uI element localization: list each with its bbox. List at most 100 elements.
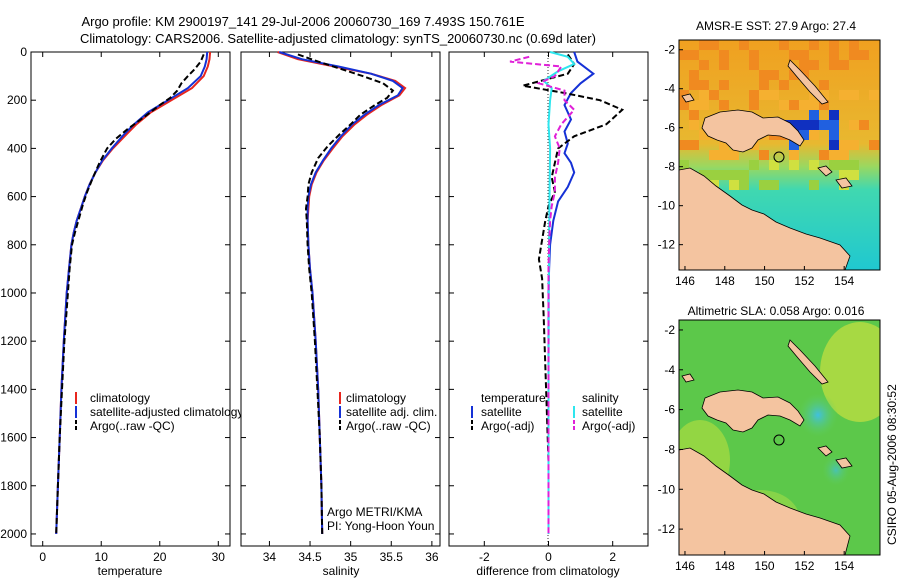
salinity-ticks: 34 34.5 35 35.5 36 (241, 51, 440, 564)
difference-ticks: -2 0 2 (449, 51, 648, 564)
temperature-axes-frame (30, 51, 231, 547)
sst-pixel (819, 150, 829, 160)
legend-label-sal-argo: Argo(-adj) (582, 419, 635, 433)
sst-pixel (809, 120, 819, 130)
map-y-tick-label: -2 (664, 323, 675, 337)
argo-center-credit: Argo METRI/KMA (327, 505, 422, 519)
sla-land-new-ireland (787, 339, 829, 385)
figure-title-line1: Argo profile: KM 2900197_141 29-Jul-2006… (81, 14, 524, 29)
sla-high-anomaly (820, 322, 880, 422)
sla-map-frame (678, 319, 881, 556)
sst-pixel (719, 100, 729, 110)
map-y-tick-label: -2 (664, 43, 675, 57)
sst-pixel (809, 130, 819, 140)
series-argo-raw-qc (55, 54, 205, 535)
sst-pixel (869, 140, 879, 150)
map-x-tick-label: 154 (834, 559, 854, 573)
map-y-tick-label: -8 (664, 160, 675, 174)
sst-pixel (749, 90, 759, 100)
map-x-tick-label: 152 (794, 559, 814, 573)
y-tick-label: 200 (7, 93, 27, 107)
csiro-timestamp: CSIRO 05-Aug-2006 08:30:52 (885, 384, 899, 545)
sst-pixel (779, 80, 789, 90)
map-x-tick-label: 146 (675, 274, 695, 288)
sst-pixel (699, 80, 709, 90)
difference-panel: -2 0 2 difference from climatology tempera… (448, 51, 649, 578)
sst-pixel (759, 80, 769, 90)
sst-pixel (699, 100, 709, 110)
sst-pixel (739, 180, 749, 190)
series-temperature-argo-adj (522, 53, 625, 534)
sst-pixel (799, 60, 809, 70)
sst-land-new-ireland (787, 59, 829, 105)
sst-pixel (799, 100, 809, 110)
salinity-series (277, 51, 407, 535)
sst-pixel (719, 140, 729, 150)
sla-land-png-mainland (679, 447, 851, 555)
y-tick-label: 1600 (0, 431, 27, 445)
map-y-tick-label: -4 (664, 363, 675, 377)
sst-pixel (869, 90, 879, 100)
sst-pixel (679, 50, 689, 60)
y-tick-label: 1200 (0, 334, 27, 348)
sst-pixel (859, 120, 869, 130)
sst-pixel (709, 40, 719, 50)
sst-pixel (719, 80, 729, 90)
sla-map: Altimetric SLA: 0.058 Argo: 0.016 146 148… (658, 304, 881, 573)
sst-pixel (689, 100, 699, 110)
sst-map-ticks: 146 148 150 152 154 -2 -4 -6 -8 -10 -12 (658, 43, 855, 288)
x-tick-label: 0 (39, 550, 46, 564)
sst-pixel (719, 150, 729, 160)
sst-pixel (749, 60, 759, 70)
legend-label-temp-argo: Argo(-adj) (481, 419, 534, 433)
sst-pixel (689, 120, 699, 130)
sla-low-anomaly (798, 393, 838, 437)
sst-pixel (819, 90, 829, 100)
sst-pixel (809, 160, 819, 170)
sst-pixel (679, 100, 689, 110)
sst-pixel (719, 50, 729, 60)
legend-label-argo: Argo(..raw -QC) (346, 419, 431, 433)
sst-pixel (849, 50, 859, 60)
sst-pixel (849, 160, 859, 170)
sst-pixel (809, 100, 819, 110)
sst-argo-position-marker (773, 151, 785, 163)
sst-pixel (729, 170, 739, 180)
x-tick-label: 10 (95, 550, 109, 564)
sst-pixel (699, 40, 709, 50)
map-y-tick-label: -4 (664, 82, 675, 96)
legend-label-climatology: climatology (90, 391, 150, 405)
sst-pixel (759, 180, 769, 190)
sst-pixel (749, 50, 759, 60)
sst-pixel (699, 170, 709, 180)
sst-pixel (789, 160, 799, 170)
sst-pixel (829, 50, 839, 60)
y-tick-label: 1400 (0, 382, 27, 396)
sst-pixel (779, 100, 789, 110)
sst-pixel (849, 90, 859, 100)
sst-pixel (819, 80, 829, 90)
temperature-ticks: 0 10 20 30 0 200 400 600 800 1000 1200 1400 1600 1800… (0, 45, 230, 564)
sst-pixel (729, 150, 739, 160)
sst-pixel (829, 40, 839, 50)
legend-label-satellite-adjusted: satellite-adjusted climatology (90, 405, 243, 419)
sst-pixel (709, 90, 719, 100)
sst-pixel (809, 180, 819, 190)
y-tick-label: 400 (7, 141, 27, 155)
sst-land-islands (681, 93, 853, 189)
sst-pixel (819, 100, 829, 110)
sst-pixel (729, 180, 739, 190)
sst-pixel (719, 60, 729, 70)
legend-heading-temperature: temperature (481, 391, 546, 405)
difference-xlabel: difference from climatology (476, 564, 619, 578)
sst-pixel (689, 110, 699, 120)
sst-pixel (679, 90, 689, 100)
sst-pixel (829, 120, 839, 130)
series-salinity-argo-adj (509, 55, 576, 534)
y-tick-label: 0 (20, 45, 27, 59)
sst-pixel (769, 160, 779, 170)
x-tick-label: 35 (344, 550, 358, 564)
sla-argo-position-marker (773, 434, 785, 446)
sst-pixel (759, 150, 769, 160)
x-tick-label: 30 (212, 550, 226, 564)
